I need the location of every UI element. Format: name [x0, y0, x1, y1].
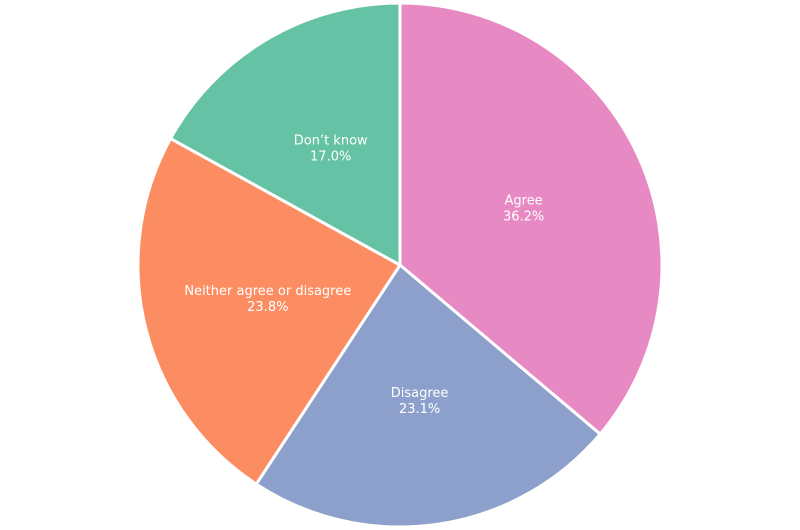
pie-slices	[136, 1, 664, 529]
slice-value-neither-agree-or-disagree: 23.8%	[247, 300, 288, 315]
slice-label-agree: Agree	[504, 194, 542, 209]
pie-slice-don-t-know	[169, 1, 402, 267]
slice-value-agree: 36.2%	[503, 210, 544, 225]
pie-slice-agree	[398, 1, 664, 436]
pie-slice-disagree	[254, 263, 602, 529]
pie-slice-neither-agree-or-disagree	[136, 137, 402, 486]
slice-label-neither-agree-or-disagree: Neither agree or disagree	[184, 284, 351, 299]
slice-label-don-t-know: Don’t know	[294, 134, 368, 149]
slice-value-don-t-know: 17.0%	[310, 150, 351, 165]
slice-value-disagree: 23.1%	[399, 402, 440, 417]
slice-label-disagree: Disagree	[391, 386, 449, 401]
